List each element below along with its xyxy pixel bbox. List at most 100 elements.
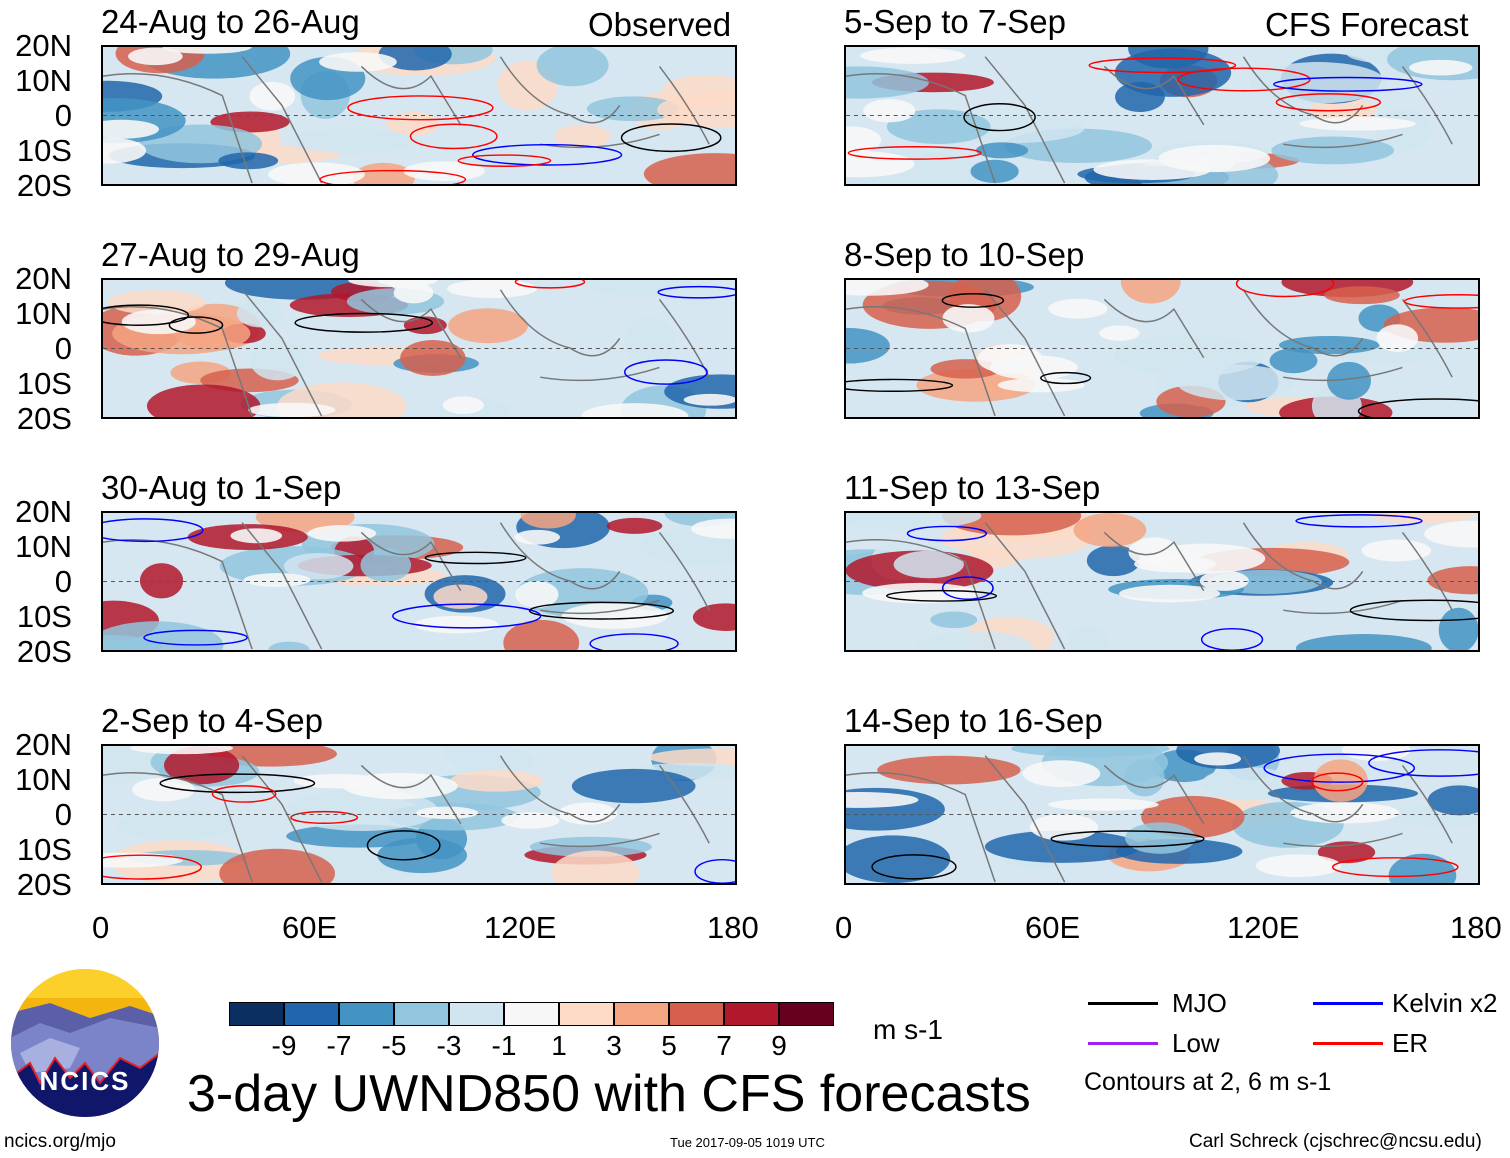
wave-contour <box>620 123 722 153</box>
wave-contour <box>589 633 679 650</box>
map-panel <box>844 45 1480 186</box>
wind-anomaly-patch <box>386 111 440 136</box>
wave-contour <box>457 154 552 167</box>
wave-contour <box>847 146 982 160</box>
coastline <box>103 289 710 417</box>
timestamp: Tue 2017-09-05 1019 UTC <box>670 1135 825 1150</box>
wave-contour <box>906 525 988 542</box>
colorbar-label: -7 <box>326 1030 352 1061</box>
wave-contour <box>886 589 998 602</box>
source-url[interactable]: ncics.org/mjo <box>4 1131 116 1152</box>
wind-anomaly-patch <box>1271 136 1395 165</box>
lat-label: 20S <box>16 867 72 902</box>
wind-anomaly-patch <box>1324 286 1400 305</box>
observed-label: Observed <box>588 6 732 43</box>
wind-anomaly-patch <box>893 550 964 579</box>
wave-contour <box>528 601 675 620</box>
wind-anomaly-patch <box>1068 625 1109 650</box>
coastline <box>846 522 1453 650</box>
map-panel <box>101 511 737 652</box>
colorbar-label: 3 <box>606 1030 622 1061</box>
legend-er-label: ER <box>1392 1028 1429 1058</box>
wave-contour <box>1088 57 1237 74</box>
coastline <box>846 755 1453 883</box>
wind-anomaly-patch <box>846 327 890 364</box>
wind-anomaly-patch <box>1114 335 1266 377</box>
map-panel <box>101 744 737 885</box>
wave-contour <box>159 773 316 794</box>
wind-anomaly-patch <box>1295 634 1432 650</box>
lat-label: 10S <box>16 832 72 867</box>
wind-anomaly-patch <box>657 91 735 128</box>
wave-contour <box>941 293 1005 308</box>
wind-anomaly-patch <box>103 746 165 784</box>
colorbar-units: m s-1 <box>873 1014 943 1045</box>
lon-label: 0 <box>835 910 853 945</box>
wind-anomaly-patch <box>554 124 611 149</box>
colorbar-swatch <box>284 1002 339 1026</box>
wind-anomaly-patch <box>623 317 675 364</box>
panel-title: 14-Sep to 16-Sep <box>844 702 1103 739</box>
wave-contour <box>366 830 441 861</box>
wind-anomaly-patch <box>360 548 412 582</box>
map-panel <box>844 744 1480 885</box>
wave-contour <box>1200 627 1264 650</box>
colorbar-swatch <box>394 1002 449 1026</box>
lon-label: 180 <box>707 910 759 945</box>
figure-title: 3-day UWND850 with CFS forecasts <box>187 1065 1031 1123</box>
wind-anomaly-patch <box>1438 607 1478 650</box>
ncics-logo: NCICS <box>10 968 160 1118</box>
panel-title: 11-Sep to 13-Sep <box>844 469 1101 506</box>
lat-label: 10N <box>15 529 72 564</box>
wind-anomaly-patch <box>400 339 466 377</box>
lat-label: 10S <box>16 133 72 168</box>
wind-anomaly-patch <box>536 47 609 87</box>
wave-contour <box>392 603 542 629</box>
wind-anomaly-patch <box>529 836 653 857</box>
wind-anomaly-patch <box>586 96 679 122</box>
wind-anomaly-patch <box>443 746 510 771</box>
lat-label: 10N <box>15 762 72 797</box>
lon-label: 60E <box>282 910 338 945</box>
wind-anomaly-patch <box>1120 280 1181 304</box>
wind-anomaly-patch <box>448 308 528 344</box>
panel-title: 30-Aug to 1-Sep <box>101 469 342 506</box>
colorbar-label: 9 <box>771 1030 787 1061</box>
wave-contour <box>1349 599 1478 622</box>
colorbar-swatch <box>449 1002 504 1026</box>
lat-label: 20N <box>15 261 72 296</box>
wave-contour <box>694 858 735 883</box>
lat-label: 10S <box>16 366 72 401</box>
contour-note: Contours at 2, 6 m s-1 <box>1084 1068 1332 1096</box>
wave-contour <box>409 123 498 150</box>
colorbar-label: -9 <box>271 1030 297 1061</box>
legend-low-line <box>1088 1042 1158 1045</box>
wave-contour <box>143 629 248 646</box>
map-panel <box>101 278 737 419</box>
coastline <box>103 755 710 883</box>
colorbar-label: -3 <box>436 1030 462 1061</box>
legend-mjo-line <box>1088 1002 1158 1005</box>
legend-er-line <box>1313 1042 1383 1045</box>
map-panel <box>844 278 1480 419</box>
lon-label: 60E <box>1025 910 1081 945</box>
lat-label: 10N <box>15 63 72 98</box>
wind-anomaly-patch <box>249 340 306 381</box>
wind-anomaly-patch <box>283 552 354 580</box>
wind-anomaly-patch <box>589 280 693 297</box>
panel-title: 27-Aug to 29-Aug <box>101 236 360 273</box>
wind-anomaly-patch <box>107 290 206 315</box>
wind-anomaly-patch <box>1278 335 1380 355</box>
legend-mjo-label: MJO <box>1172 988 1227 1018</box>
wind-anomaly-patch <box>1269 348 1318 374</box>
wind-anomaly-patch <box>1125 822 1196 854</box>
lat-label: 0 <box>54 331 72 366</box>
lon-label: 180 <box>1450 910 1502 945</box>
wind-anomaly-patch <box>449 770 543 792</box>
wave-contour <box>319 169 467 184</box>
wind-anomaly-patch <box>352 162 415 184</box>
wind-anomaly-patch <box>520 513 576 529</box>
wave-contour <box>103 304 190 326</box>
wave-contour <box>1050 830 1205 848</box>
